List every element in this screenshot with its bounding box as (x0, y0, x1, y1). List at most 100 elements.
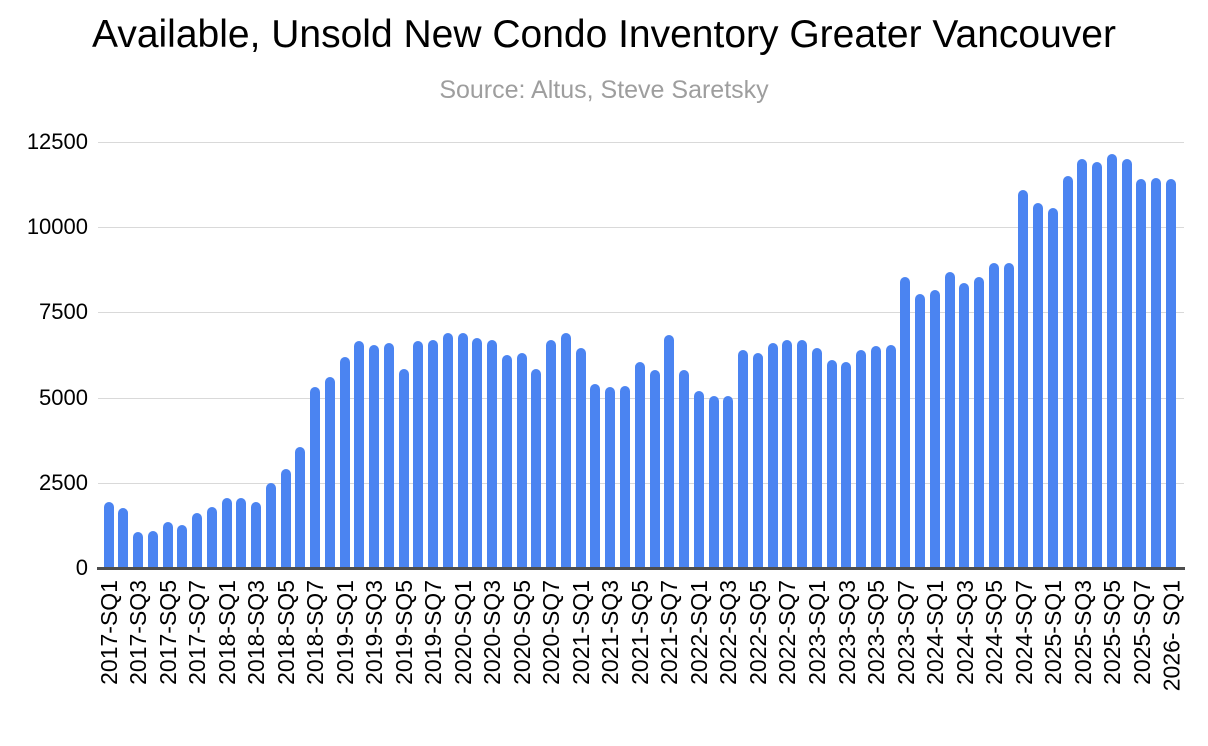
bar-2017-SQ7 (192, 513, 203, 568)
bar-2021-SQ1 (575, 348, 586, 568)
x-tick-label: 2019-SQ7 (420, 580, 447, 685)
bar-2024-SQ5 (988, 262, 999, 568)
x-tick-label: 2021-SQ7 (656, 580, 683, 685)
gridline-7500 (98, 312, 1184, 314)
bar-2022-SQ1 (693, 390, 704, 568)
x-tick-label: 2025-SQ1 (1039, 580, 1066, 685)
x-axis-line (97, 567, 1185, 570)
x-tick-label: 2025-SQ5 (1098, 580, 1125, 685)
x-tick-label: 2018-SQ7 (302, 580, 329, 685)
bar-2020-SQ3 (487, 339, 498, 568)
x-tick-label: 2020-SQ3 (479, 580, 506, 685)
bar-2023-SQ8 (915, 293, 926, 568)
bar-2018-SQ7 (310, 387, 321, 568)
bar-2020-SQ6 (531, 368, 542, 568)
bar-2019-SQ7 (428, 339, 439, 568)
bar-2018-SQ2 (236, 498, 247, 568)
bar-2017-SQ8 (206, 506, 217, 568)
bar-2020-SQ4 (501, 355, 512, 568)
bar-2021-SQ2 (590, 383, 601, 568)
bar-2019-SQ3 (369, 344, 380, 568)
bar-2025-SQ1 (1047, 208, 1058, 568)
bar-2025-SQ8 (1151, 177, 1162, 568)
bar-2018-SQ5 (280, 469, 291, 568)
bar-2023-SQ3 (841, 361, 852, 568)
y-tick-label: 12500 (26, 129, 88, 154)
x-tick-label: 2018-SQ5 (272, 580, 299, 685)
x-tick-label: 2024-SQ3 (951, 580, 978, 685)
y-tick-label: 2500 (39, 469, 88, 495)
bar-2023-SQ6 (885, 344, 896, 568)
bar-2023-SQ5 (870, 346, 881, 568)
x-tick-label: 2024-SQ5 (980, 580, 1007, 685)
x-tick-label: 2024-SQ7 (1010, 580, 1037, 685)
bar-2026- SQ1 (1166, 179, 1176, 568)
bar-2017-SQ3 (133, 532, 143, 568)
x-tick-label: 2024-SQ1 (921, 580, 948, 685)
bar-2018-SQ3 (251, 501, 262, 568)
x-tick-label: 2023-SQ1 (803, 580, 830, 685)
x-tick-label: 2019-SQ1 (331, 580, 358, 685)
bar-2024-SQ4 (974, 276, 985, 568)
bar-2021-SQ6 (649, 370, 660, 568)
x-tick-label: 2018-SQ3 (243, 580, 270, 685)
bar-2018-SQ4 (265, 482, 276, 568)
bar-2023-SQ1 (811, 348, 822, 568)
bar-2023-SQ7 (900, 276, 911, 568)
bar-2025-SQ2 (1062, 176, 1073, 568)
y-tick-label: 0 (75, 555, 88, 580)
bar-2018-SQ8 (324, 377, 335, 568)
x-tick-label: 2019-SQ5 (390, 580, 417, 685)
x-tick-label: 2017-SQ5 (154, 580, 181, 685)
bar-2017-SQ2 (118, 508, 129, 568)
x-tick-label: 2017-SQ1 (95, 580, 122, 685)
x-tick-label: 2023-SQ7 (892, 580, 919, 685)
x-tick-label: 2026- SQ1 (1158, 580, 1184, 692)
bar-2019-SQ6 (413, 341, 424, 568)
y-tick-label: 10000 (26, 214, 88, 240)
bar-2024-SQ8 (1033, 203, 1044, 568)
bar-2021-SQ5 (634, 361, 645, 568)
bar-2017-SQ5 (162, 521, 173, 568)
gridline-10000 (98, 227, 1184, 229)
bar-2020-SQ5 (516, 353, 527, 568)
bar-2020-SQ8 (560, 332, 571, 568)
bar-2019-SQ2 (354, 341, 365, 568)
x-tick-label: 2021-SQ1 (567, 580, 594, 685)
bar-2025-SQ7 (1136, 179, 1147, 568)
x-tick-label: 2019-SQ3 (361, 580, 388, 685)
bar-2019-SQ4 (383, 343, 394, 568)
y-tick-label: 7500 (39, 299, 88, 325)
x-tick-label: 2017-SQ3 (125, 580, 152, 685)
x-tick-label: 2022-SQ3 (715, 580, 742, 685)
bar-2017-SQ1 (103, 501, 114, 568)
x-tick-label: 2018-SQ1 (213, 580, 240, 685)
bar-2020-SQ2 (472, 337, 483, 568)
bar-2017-SQ6 (177, 525, 188, 568)
bar-2022-SQ4 (738, 349, 749, 568)
x-tick-label: 2020-SQ7 (538, 580, 565, 685)
bar-2024-SQ6 (1003, 262, 1014, 568)
x-tick-label: 2022-SQ5 (744, 580, 771, 685)
x-tick-label: 2022-SQ7 (774, 580, 801, 685)
bar-2018-SQ1 (221, 498, 232, 568)
x-tick-label: 2021-SQ5 (626, 580, 653, 685)
x-tick-label: 2017-SQ7 (184, 580, 211, 685)
bar-2025-SQ3 (1077, 159, 1088, 568)
bar-2019-SQ1 (339, 356, 350, 568)
bar-2022-SQ8 (797, 339, 808, 568)
bar-2022-SQ3 (723, 395, 734, 568)
gridline-12500 (98, 142, 1184, 143)
bar-2025-SQ6 (1121, 159, 1132, 568)
x-tick-label: 2021-SQ3 (597, 580, 624, 685)
bar-2022-SQ6 (767, 343, 778, 568)
bar-2025-SQ4 (1092, 162, 1103, 568)
bar-2024-SQ1 (929, 290, 940, 568)
bar-2023-SQ4 (856, 349, 867, 568)
bar-2022-SQ7 (782, 339, 793, 568)
bar-2023-SQ2 (826, 360, 837, 568)
bar-2019-SQ8 (442, 332, 453, 568)
x-tick-label: 2023-SQ5 (862, 580, 889, 685)
bar-2025-SQ5 (1106, 153, 1117, 568)
bar-2018-SQ6 (295, 447, 306, 568)
